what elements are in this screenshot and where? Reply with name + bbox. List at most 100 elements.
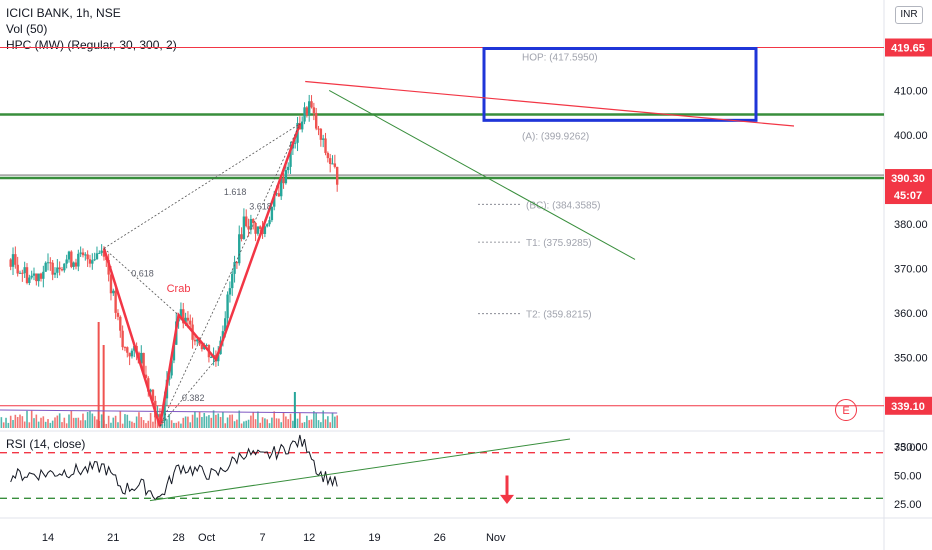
candle-body — [42, 271, 45, 279]
volume-bar — [128, 420, 131, 428]
candle-body — [245, 216, 248, 227]
rsi-legend[interactable]: RSI (14, close) — [6, 437, 86, 451]
candle-body — [328, 158, 332, 164]
volume-bar — [142, 420, 145, 428]
volume-bar — [240, 423, 243, 428]
ratio-label: 0.382 — [182, 393, 205, 403]
candle-body — [310, 101, 313, 108]
volume-bar — [117, 422, 119, 428]
candle-body — [221, 331, 225, 341]
candle-body — [53, 272, 57, 275]
volume-bar — [124, 414, 126, 428]
candle-body — [193, 339, 197, 342]
price-tag-box — [885, 169, 932, 188]
candle-body — [9, 259, 12, 267]
volume-bar — [79, 420, 82, 428]
candle-body — [231, 273, 234, 289]
candle-body — [21, 272, 24, 274]
volume-bar — [84, 420, 87, 428]
candle-body — [184, 317, 187, 324]
currency-badge[interactable]: INR — [895, 6, 923, 24]
candle-body — [49, 262, 52, 264]
hpc-legend[interactable]: HPC (MW) (Regular, 30, 300, 2) — [6, 38, 177, 52]
candle-body — [18, 272, 22, 274]
volume-bar — [33, 418, 35, 428]
price-tick-label: 370.00 — [894, 263, 928, 275]
volume-bar — [91, 413, 94, 428]
candle-body — [67, 251, 71, 260]
volume-bar — [93, 416, 96, 428]
volume-bar — [282, 412, 285, 428]
rsi-tick-label: 50.00 — [894, 471, 922, 483]
time-tick-label: Oct — [198, 532, 215, 544]
symbol-legend[interactable]: ICICI BANK, 1h, NSE — [6, 6, 121, 20]
candle-body — [235, 262, 239, 264]
candle-body — [98, 252, 101, 254]
volume-bar — [65, 423, 68, 428]
ratio-label: 3.618 — [249, 201, 272, 211]
candle-body — [182, 309, 185, 324]
volume-bar — [229, 414, 231, 428]
candle-body — [268, 220, 271, 225]
candle-body — [289, 148, 292, 167]
volume-bar — [175, 422, 178, 428]
candle-body — [70, 251, 73, 267]
rsi-tick-label: 25.00 — [894, 499, 922, 511]
volume-bar — [28, 422, 31, 428]
candle-body — [84, 254, 87, 256]
volume-bar — [75, 417, 77, 428]
candle-body — [147, 378, 150, 392]
candle-body — [149, 389, 152, 392]
volume-bar — [35, 414, 38, 428]
earnings-badge[interactable]: E — [835, 399, 857, 421]
volume-bar — [271, 417, 273, 428]
candle-body — [205, 345, 208, 347]
volume-bar — [308, 420, 310, 428]
bd-dotted-line — [159, 123, 301, 427]
ratio-label: 0.618 — [131, 269, 154, 279]
price-tag-box — [885, 38, 932, 57]
volume-bar — [280, 422, 283, 428]
volume-legend[interactable]: Vol (50) — [6, 22, 48, 36]
volume-bar — [152, 421, 154, 428]
down-arrow-head — [500, 494, 514, 504]
candle-body — [25, 267, 29, 283]
volume-bar — [264, 418, 266, 428]
target-projection-line — [328, 89, 636, 260]
candle-body — [273, 194, 276, 207]
candle-body — [256, 226, 260, 234]
volume-bar — [268, 423, 271, 428]
candle-body — [28, 277, 31, 283]
volume-bar — [166, 419, 168, 428]
price-tag-box — [885, 186, 932, 205]
volume-bar — [44, 421, 47, 428]
volume-bar — [245, 420, 248, 428]
candle-body — [39, 273, 43, 279]
candle-body — [240, 234, 243, 239]
candle-body — [275, 193, 278, 195]
price-tick-label: 410.00 — [894, 85, 928, 97]
candle-body — [65, 259, 68, 264]
volume-bar — [250, 415, 252, 428]
volume-bar — [96, 419, 98, 428]
candle-body — [91, 260, 94, 264]
volume-bar — [315, 412, 317, 428]
volume-bar — [252, 412, 255, 428]
volume-bar — [182, 417, 185, 428]
candle-body — [81, 252, 85, 256]
volume-bar — [201, 417, 203, 428]
volume-bar — [301, 422, 304, 428]
volume-bar — [138, 412, 140, 428]
volume-bar — [37, 421, 40, 428]
volume-bar — [191, 414, 194, 428]
candle-body — [333, 163, 337, 167]
candle-body — [79, 252, 82, 254]
candle-body — [56, 267, 59, 273]
candle-body — [282, 178, 285, 184]
candle-body — [200, 344, 204, 350]
volume-bar — [16, 417, 19, 428]
volume-bar — [194, 411, 196, 428]
time-tick-label: 14 — [42, 532, 54, 544]
volume-bar — [145, 423, 147, 428]
